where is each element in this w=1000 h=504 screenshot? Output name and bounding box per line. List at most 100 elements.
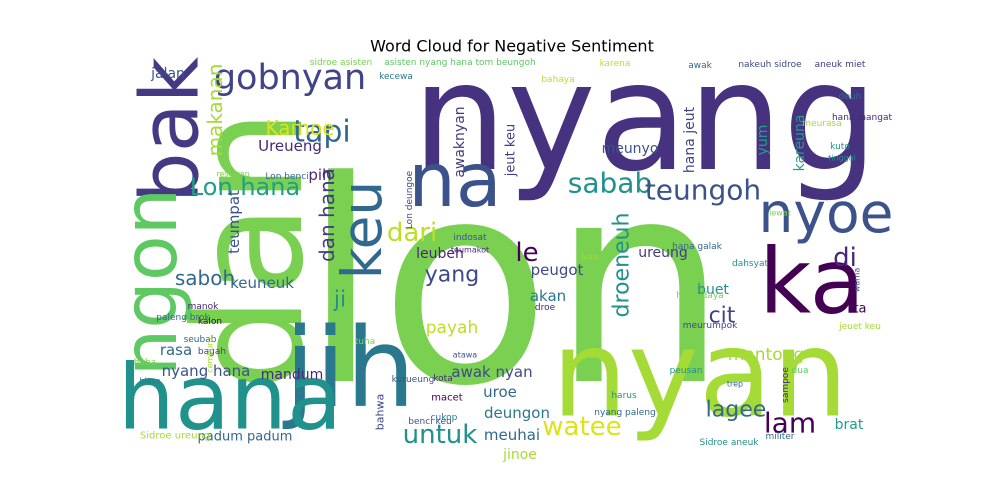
- word: na: [408, 136, 502, 224]
- word: restoran: [216, 170, 250, 179]
- word: Lon benci: [265, 172, 308, 182]
- word: haba: [134, 358, 156, 368]
- word: bagah: [198, 347, 226, 357]
- word: lagee: [706, 398, 767, 423]
- word: dua: [792, 366, 809, 376]
- word: ji: [333, 288, 346, 313]
- word: jeut keu: [504, 124, 519, 177]
- word: tapi: [293, 115, 351, 150]
- word: sampoe: [781, 367, 791, 403]
- word: keu: [330, 181, 394, 280]
- word: trep: [727, 380, 743, 389]
- word: jalan: [150, 66, 185, 82]
- word: teumakot: [451, 246, 489, 255]
- word: bak: [124, 56, 217, 203]
- word: watee: [542, 412, 621, 442]
- word: leubeh: [416, 246, 464, 262]
- word: dan hana: [315, 168, 339, 262]
- word: di: [833, 243, 857, 273]
- word: kalon: [198, 317, 222, 327]
- word: hana galak: [672, 242, 723, 252]
- word: hana daya: [676, 291, 723, 301]
- word: peugot: [531, 261, 584, 279]
- word: lon: [302, 122, 729, 448]
- word: makanan: [203, 64, 227, 157]
- word: indosat: [453, 233, 487, 243]
- word: aneuk miet: [815, 60, 866, 70]
- word: droe: [535, 303, 556, 313]
- word: Kamoe: [265, 116, 334, 140]
- word: kota: [433, 374, 452, 384]
- word: hana: [118, 346, 342, 451]
- word: cukop: [431, 413, 458, 423]
- word: harus: [611, 391, 637, 401]
- word: kecewa: [379, 72, 413, 82]
- word: teungoh: [645, 174, 761, 207]
- word: jeuet keu: [838, 322, 881, 332]
- word: dahsyat: [732, 259, 768, 269]
- word: ka: [759, 230, 865, 335]
- word: kurueung: [392, 375, 435, 385]
- word: nyang hana: [162, 362, 251, 380]
- word: kuto: [830, 142, 850, 152]
- word: dari: [387, 218, 437, 248]
- word: kareuna: [792, 115, 808, 172]
- word: rasa: [160, 341, 192, 359]
- word: Sidroe ureung: [140, 431, 210, 442]
- word: deuh: [839, 92, 862, 102]
- word: buet: [697, 282, 729, 298]
- word: awak nyan: [451, 363, 532, 381]
- word: lam: [764, 407, 816, 440]
- word: tinggai: [828, 154, 856, 163]
- word: atawa: [453, 351, 477, 360]
- word: nyang paleng: [594, 408, 656, 418]
- word: padum padum: [198, 430, 293, 445]
- word: hana mangat: [832, 113, 893, 123]
- word: meurumpok: [683, 321, 738, 331]
- word: militer: [765, 432, 794, 442]
- word: sidroe asisten: [310, 58, 372, 68]
- word: jinoe: [502, 447, 537, 463]
- word: lewat: [769, 209, 791, 218]
- word: hana jeut: [682, 106, 698, 173]
- word: manok: [188, 302, 219, 312]
- word: tuha: [355, 337, 375, 347]
- word: nyang: [412, 31, 878, 205]
- word: nakeuh sidroe: [738, 60, 802, 70]
- word: Sidroe aneuk: [699, 438, 759, 448]
- word: awaknyan: [452, 106, 468, 177]
- word: biasa: [139, 377, 160, 386]
- word: teumpat: [225, 190, 243, 254]
- word: benci keu: [408, 417, 451, 427]
- word: bahaya: [541, 75, 574, 85]
- word: mantong: [728, 345, 804, 365]
- word: luka: [582, 253, 599, 262]
- word: ta: [853, 302, 866, 317]
- word: jih: [283, 304, 416, 432]
- word: le: [515, 238, 538, 268]
- word: meunyo: [602, 141, 659, 157]
- word: pih: [308, 166, 331, 184]
- word: brat: [835, 417, 864, 433]
- word: cemburu: [206, 337, 215, 373]
- word: ureung: [638, 245, 688, 261]
- word: awak: [688, 61, 712, 71]
- word: droeneuh: [610, 213, 635, 318]
- word: peusan: [670, 366, 703, 376]
- word: asisten nyang hana tom beungoh: [384, 58, 535, 68]
- word: yang: [425, 263, 479, 288]
- word: uroe: [483, 383, 517, 401]
- word: paleng brok: [156, 313, 210, 323]
- word: saboh: [175, 266, 235, 290]
- word: gobnyan: [214, 58, 366, 98]
- word: yum: [755, 125, 771, 156]
- word: untuk: [403, 420, 478, 450]
- word: Ureueng: [258, 137, 322, 155]
- word: warna: [853, 268, 862, 293]
- word: seubab: [184, 335, 217, 345]
- word: nyoe: [759, 181, 894, 245]
- word: karena: [600, 59, 631, 69]
- word: macet: [431, 393, 463, 404]
